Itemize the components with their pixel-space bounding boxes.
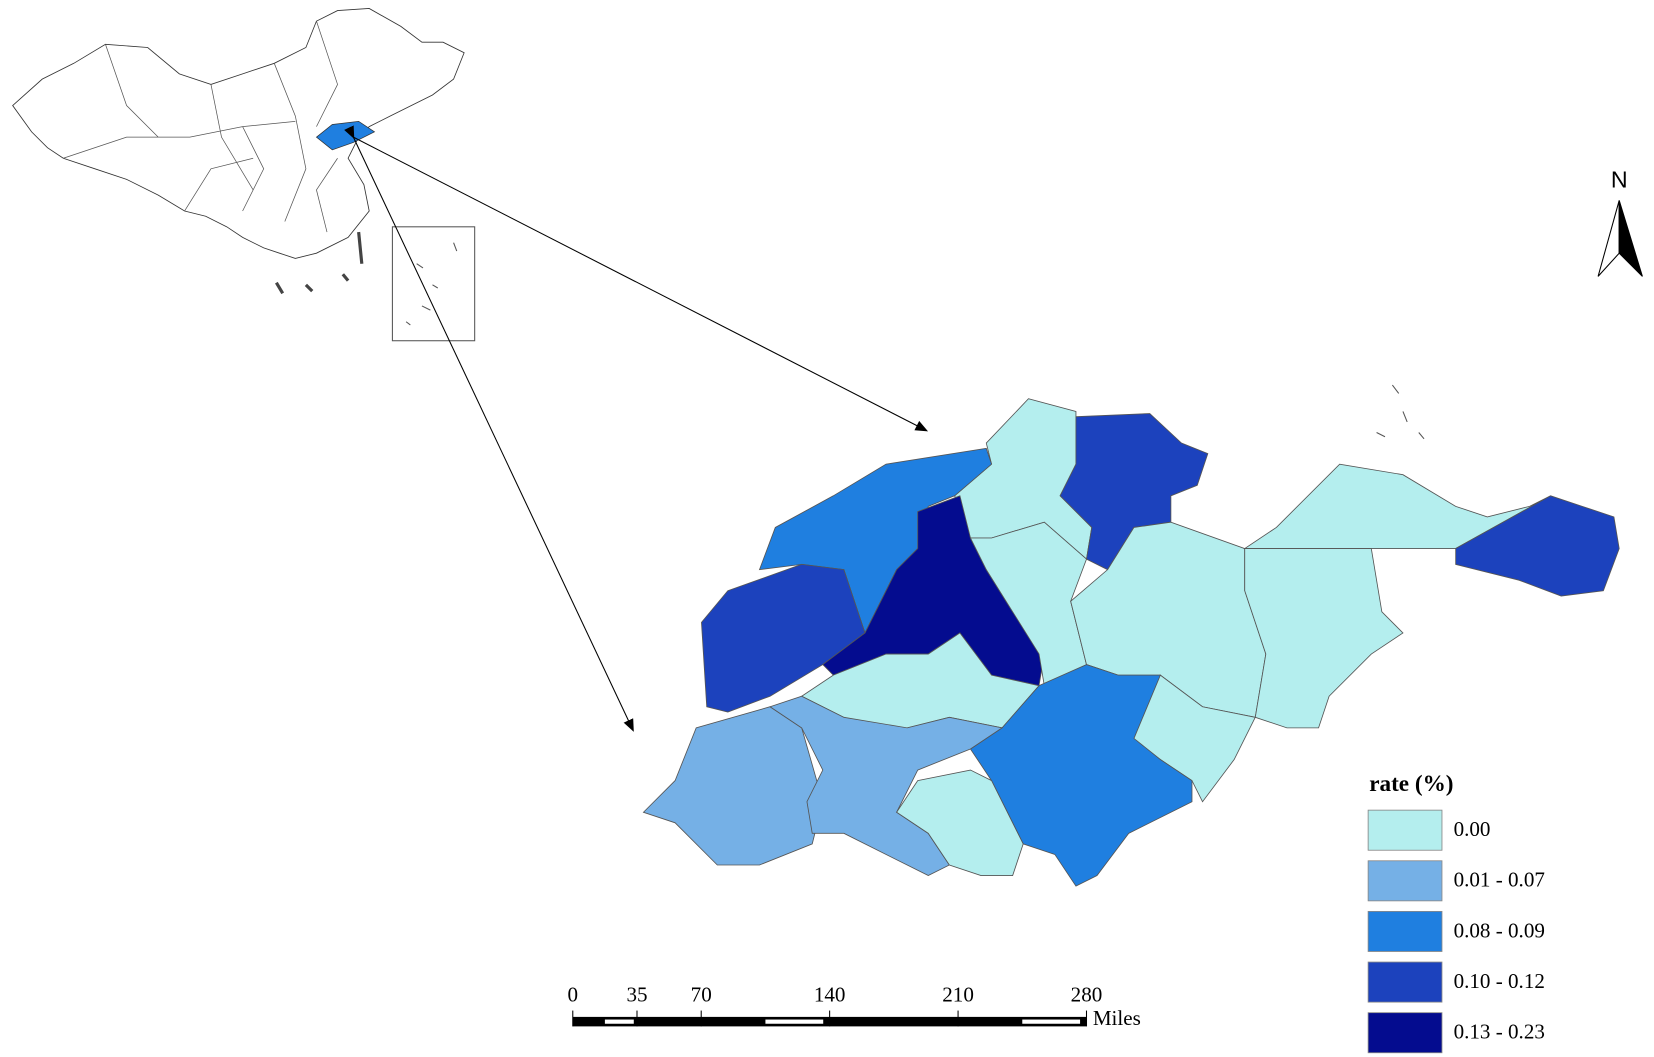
north-arrow-left <box>1597 200 1620 277</box>
scale-tick-label: 140 <box>814 983 846 1007</box>
scale-unit: Miles <box>1093 1006 1141 1030</box>
north-arrow-right <box>1618 200 1643 277</box>
scale-bar-segment <box>604 1019 634 1024</box>
legend-label: 0.00 <box>1454 817 1491 841</box>
scale-tick-label: 210 <box>942 983 974 1007</box>
province-borders <box>63 21 338 233</box>
legend-swatch <box>1367 860 1443 902</box>
shandong-map <box>642 384 1620 887</box>
region <box>1455 495 1620 597</box>
legend-swatch <box>1367 961 1443 1003</box>
pointer-arrow <box>344 125 634 732</box>
region <box>1244 548 1404 729</box>
legend-label: 0.10 - 0.12 <box>1454 969 1545 993</box>
coastal-islands <box>1376 384 1425 440</box>
legend-label: 0.01 - 0.07 <box>1454 868 1545 892</box>
inset-islands <box>405 242 458 326</box>
region <box>896 769 1024 876</box>
region <box>642 706 824 866</box>
legend-label: 0.08 - 0.09 <box>1454 918 1545 942</box>
legend-swatch <box>1367 1012 1443 1054</box>
north-label: N <box>1611 167 1628 193</box>
scale-tick-label: 35 <box>626 983 647 1007</box>
region <box>701 563 866 713</box>
scale-tick-label: 70 <box>691 983 712 1007</box>
legend-label: 0.13 - 0.23 <box>1454 1020 1545 1044</box>
north-arrow: N <box>1597 167 1643 277</box>
pointer-arrow <box>353 136 929 432</box>
scale-tick-label: 280 <box>1071 983 1103 1007</box>
scale-bar-segment <box>1022 1019 1081 1024</box>
scale-tick-label: 0 <box>568 983 579 1007</box>
scale-bar-segment <box>765 1019 824 1024</box>
china-overview <box>12 8 476 342</box>
china-outline <box>12 8 465 259</box>
region <box>969 664 1193 887</box>
islands <box>275 231 364 295</box>
inset-box <box>391 226 476 342</box>
legend-title: rate (%) <box>1369 771 1453 797</box>
legend: rate (%) 0.00 0.01 - 0.07 0.08 - 0.09 0.10 … <box>1367 771 1545 1054</box>
legend-swatch <box>1367 910 1443 952</box>
legend-swatch <box>1367 809 1443 851</box>
